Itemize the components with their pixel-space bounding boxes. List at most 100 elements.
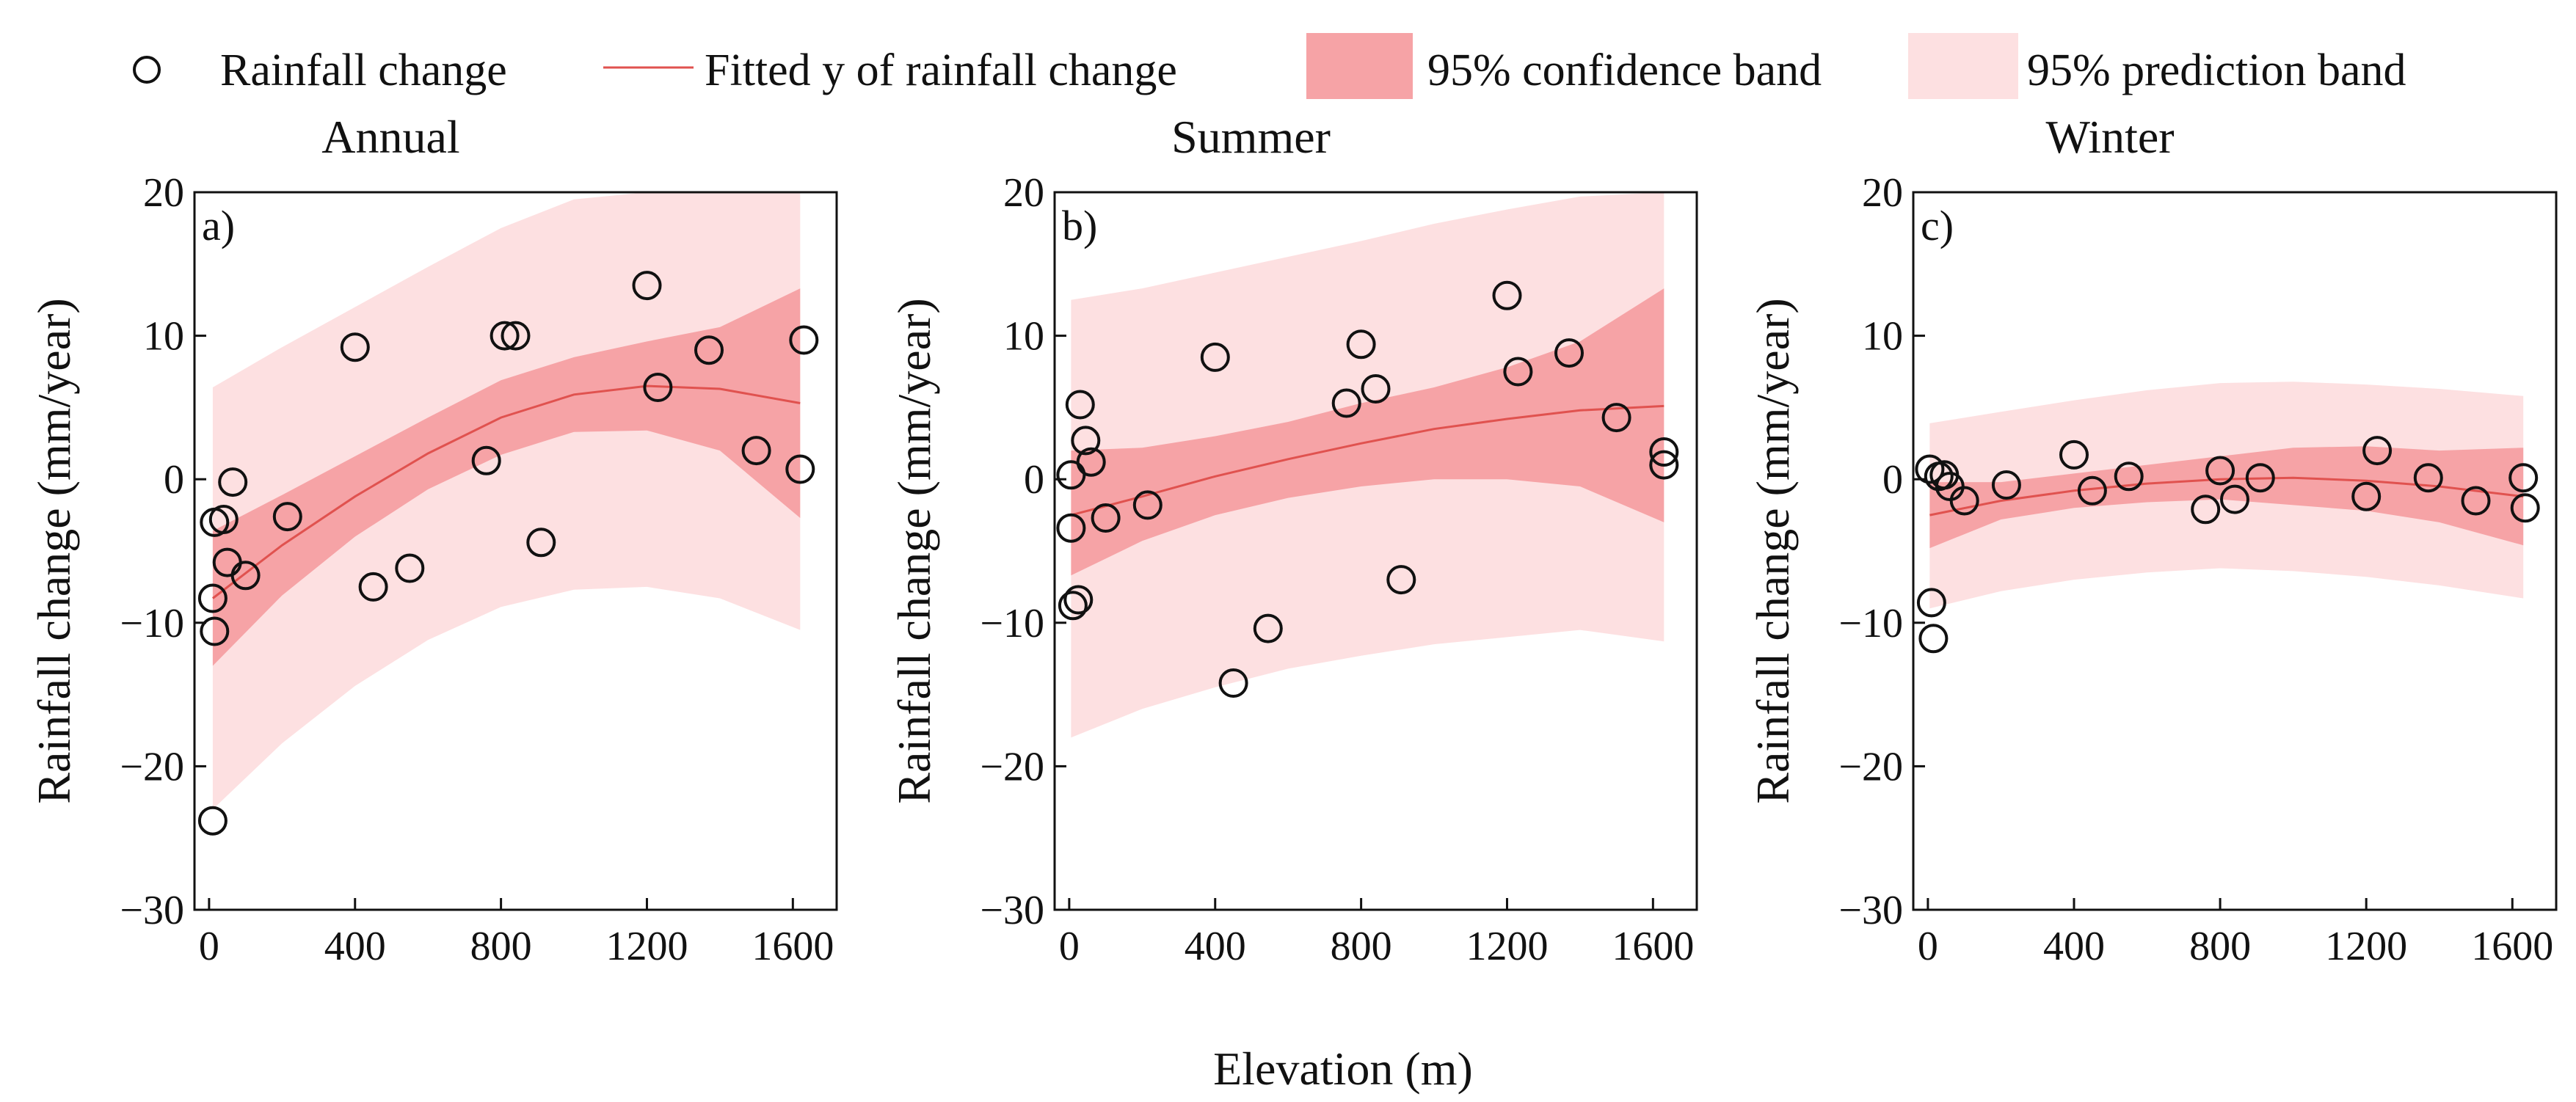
- data-point: [1991, 470, 2021, 500]
- data-point: [1218, 668, 1248, 698]
- data-point: [785, 454, 815, 484]
- data-point: [1346, 329, 1376, 360]
- data-point: [2077, 475, 2107, 506]
- y-tick-label: 20: [1003, 170, 1044, 216]
- data-point: [1200, 342, 1230, 372]
- x-tick-label: 400: [1185, 924, 1246, 969]
- y-tick-label: 0: [1024, 457, 1044, 503]
- data-point: [1071, 426, 1101, 456]
- data-point: [1918, 624, 1949, 654]
- data-point: [340, 332, 370, 362]
- data-point: [1915, 454, 1945, 484]
- data-point: [208, 505, 239, 534]
- confidence-band-annual: [212, 288, 801, 666]
- plot-frame: [193, 191, 838, 911]
- data-point: [2362, 436, 2393, 466]
- data-point: [632, 271, 662, 301]
- y-tick-label: −30: [980, 888, 1044, 933]
- data-point: [2351, 481, 2382, 511]
- fit-line-annual: [211, 384, 801, 599]
- x-tick-label: 1200: [1466, 924, 1548, 969]
- y-tick-label: 0: [164, 457, 184, 503]
- legend: Rainfall change Fitted y of rainfall cha…: [133, 33, 2406, 99]
- x-tick-label: 1600: [752, 924, 834, 969]
- y-tick-label: −20: [1838, 744, 1903, 789]
- data-point: [1361, 374, 1391, 404]
- data-point: [1649, 450, 1679, 480]
- y-tick-label: 10: [1862, 314, 1903, 360]
- legend-prediction-swatch-icon: [1908, 33, 2018, 99]
- data-point: [1253, 613, 1283, 643]
- data-point: [741, 436, 771, 466]
- data-point: [2191, 495, 2221, 525]
- x-tick-label: 0: [1059, 924, 1080, 969]
- data-point: [789, 325, 819, 355]
- data-point: [1063, 585, 1094, 615]
- x-tick-label: 800: [1331, 924, 1392, 969]
- data-point: [471, 445, 501, 475]
- y-axis-label: Rainfall change (mm/year): [888, 298, 940, 803]
- y-tick-label: −10: [980, 601, 1044, 646]
- data-point: [643, 373, 673, 402]
- data-point: [490, 321, 520, 351]
- data-point: [2245, 463, 2275, 493]
- panel-label: a): [202, 202, 235, 249]
- data-point: [2114, 461, 2144, 492]
- x-tick-label: 800: [2189, 924, 2251, 969]
- y-tick-label: −30: [120, 888, 184, 933]
- data-point: [1331, 388, 1361, 418]
- panel-title: Winter: [2045, 111, 2174, 163]
- x-tick-label: 1600: [1612, 924, 1694, 969]
- data-point: [1503, 357, 1533, 387]
- y-tick-label: 10: [1003, 314, 1044, 360]
- data-point: [1492, 280, 1522, 310]
- data-point: [218, 467, 248, 497]
- confidence-band-summer: [1071, 288, 1664, 576]
- data-point: [1056, 513, 1086, 543]
- data-point: [1065, 390, 1095, 420]
- data-point: [1649, 437, 1679, 467]
- x-tick-label: 1200: [2325, 924, 2407, 969]
- fit-line-summer: [1071, 404, 1664, 517]
- data-point: [197, 583, 228, 613]
- data-point: [526, 528, 556, 558]
- legend-fit-label: Fitted y of rainfall change: [705, 45, 1177, 95]
- data-point: [2220, 484, 2249, 514]
- data-point: [1076, 447, 1106, 477]
- y-tick-label: 20: [143, 170, 184, 216]
- y-axis-label: Rainfall change (mm/year): [28, 298, 80, 803]
- data-point: [2510, 493, 2540, 523]
- x-axis-label: Elevation (m): [1213, 1043, 1473, 1095]
- y-tick-label: −20: [980, 744, 1044, 789]
- legend-confidence-label: 95% confidence band: [1427, 45, 1822, 95]
- panel-title: Summer: [1171, 111, 1331, 163]
- data-point: [358, 572, 388, 602]
- plot-frame: [1912, 191, 2558, 911]
- legend-confidence-swatch-icon: [1306, 33, 1413, 99]
- data-point: [1386, 565, 1416, 595]
- data-point: [1058, 591, 1088, 621]
- data-point: [2205, 456, 2235, 486]
- x-tick-label: 0: [199, 924, 219, 969]
- data-point: [2413, 463, 2443, 493]
- data-point: [1601, 403, 1631, 433]
- panel-title: Annual: [321, 111, 459, 163]
- y-tick-label: −30: [1838, 888, 1903, 933]
- data-point: [1554, 338, 1584, 368]
- legend-marker-icon: [133, 56, 161, 84]
- panel-annual: −30 −20 −10 0 10 20 0 400 800 1200 1600 a) Annual Rai…: [28, 111, 838, 969]
- panel-summer: −30 −20 −10 0 10 20 0 400 800 1200 1600 b) Summer Rai…: [888, 111, 1698, 969]
- x-tick-label: 1200: [605, 924, 688, 969]
- y-tick-label: 20: [1862, 170, 1903, 216]
- panel-winter: −30 −20 −10 0 10 20 0 400 800 1200 1600 c) Winter Rai…: [1747, 111, 2558, 969]
- panel-label: b): [1062, 202, 1097, 249]
- x-tick-label: 1600: [2471, 924, 2553, 969]
- x-tick-label: 400: [324, 924, 386, 969]
- y-axis-label: Rainfall change (mm/year): [1747, 298, 1799, 803]
- data-point: [501, 321, 531, 351]
- data-point: [272, 502, 302, 532]
- data-point: [230, 561, 261, 591]
- y-tick-label: −10: [120, 601, 184, 646]
- data-point: [1949, 486, 1979, 516]
